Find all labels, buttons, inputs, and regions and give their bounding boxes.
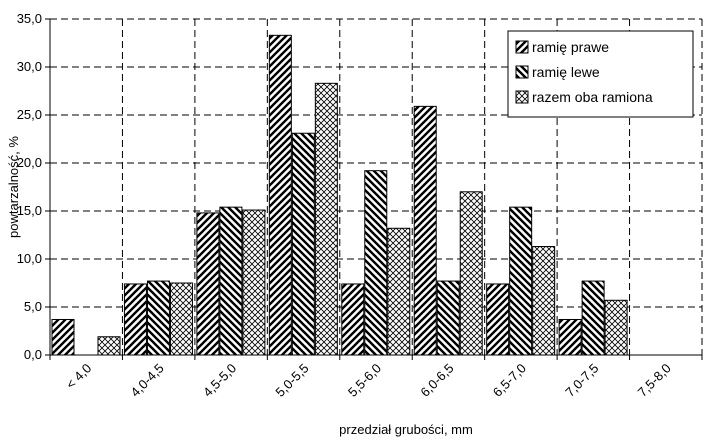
x-tick-label: 5,5-6,0 (345, 361, 384, 400)
y-tick-label: 5,0 (24, 299, 42, 314)
x-tick-label: 4,5-5,0 (200, 361, 239, 400)
bar-cross (532, 246, 556, 356)
legend-box (507, 30, 694, 118)
bar-diag-right (413, 105, 437, 356)
x-tick-label: 4,0-4,5 (128, 361, 167, 400)
x-tick-label: 6,5-7,0 (490, 361, 529, 400)
y-tick-label: 25,0 (17, 107, 42, 122)
bar-cross (604, 299, 628, 356)
y-tick-label: 30,0 (17, 59, 42, 74)
x-tick-label: 5,0-5,5 (272, 361, 311, 400)
bar-diag-left (364, 170, 388, 356)
bar-cross (314, 82, 338, 356)
gridlines (50, 18, 703, 355)
bar-diag-left (509, 206, 533, 356)
y-tick-label: 15,0 (17, 203, 42, 218)
legend-swatch (515, 40, 529, 54)
bar-diag-right (268, 34, 292, 356)
y-axis-title: powtarzalność, % (6, 136, 21, 238)
bar-diag-right (51, 318, 75, 356)
bar-cross (242, 209, 266, 356)
x-tick-label: 7,5-8,0 (635, 361, 674, 400)
legend-label: razem oba ramiona (532, 89, 653, 105)
x-tick-label: < 4,0 (63, 361, 94, 392)
y-tick-label: 10,0 (17, 251, 42, 266)
y-tick-label: 35,0 (17, 11, 42, 26)
x-axis-title: przedział grubości, mm (339, 422, 473, 437)
bar-diag-left (219, 206, 243, 356)
legend: ramię prawe ramię lewe razem oba ramiona (507, 30, 694, 118)
legend-swatch (515, 90, 529, 104)
legend-label: ramię lewe (532, 64, 600, 80)
bar-cross (169, 282, 193, 356)
bar-cross (97, 336, 121, 356)
bar-diag-right (196, 212, 220, 356)
bars (51, 34, 628, 356)
bar-diag-right (341, 283, 365, 356)
bar-diag-left (581, 280, 605, 356)
axes (45, 18, 703, 360)
x-tick-label: 7,0-7,5 (562, 361, 601, 400)
bar-diag-left (146, 280, 170, 356)
y-tick-label: 0,0 (24, 347, 42, 362)
bar-diag-right (123, 283, 147, 356)
bar-diag-right (486, 283, 510, 356)
x-tick-label: 6,0-6,5 (417, 361, 456, 400)
bar-cross (387, 227, 411, 356)
bar-diag-right (558, 318, 582, 356)
bar-diag-left (436, 280, 460, 356)
bar-diag-left (291, 132, 315, 356)
legend-label: ramię prawe (532, 39, 609, 55)
bar-cross (459, 191, 483, 356)
y-tick-label: 20,0 (17, 155, 42, 170)
legend-swatch (515, 65, 529, 79)
